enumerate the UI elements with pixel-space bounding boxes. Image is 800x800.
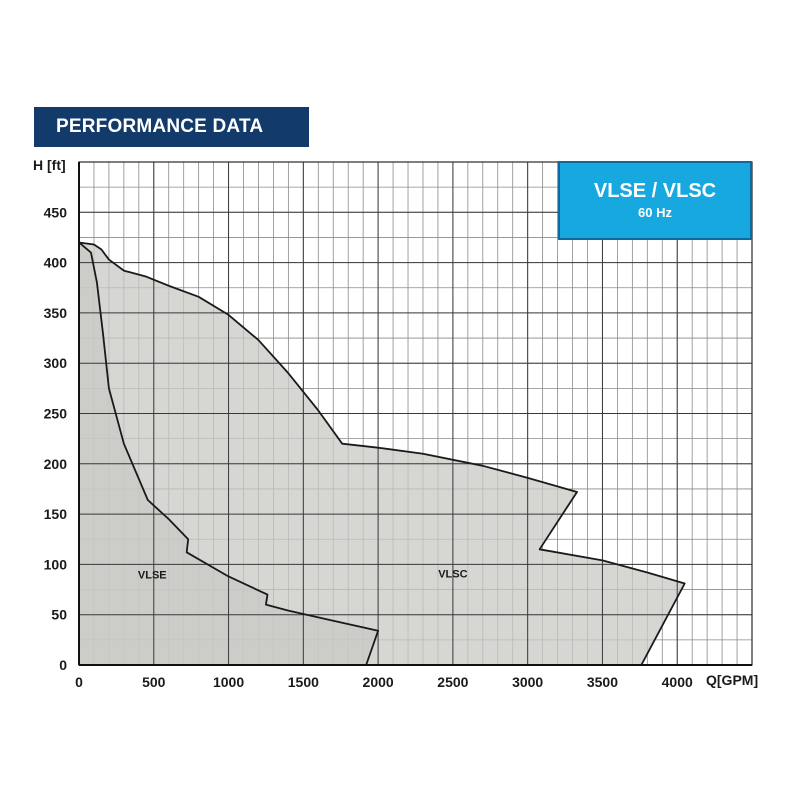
banner-title: PERFORMANCE DATA (56, 116, 264, 137)
y-tick-label: 200 (44, 456, 68, 472)
series-areas (79, 242, 685, 666)
y-tick-label: 250 (44, 406, 68, 422)
curve-vlsc (78, 241, 686, 666)
area-vlsc (79, 242, 685, 666)
x-tick-label: 1000 (213, 674, 244, 690)
x-tick-label: 0 (75, 674, 83, 690)
x-tick-label: 3000 (512, 674, 543, 690)
y-tick-label: 0 (59, 657, 67, 673)
series-outlines (78, 241, 686, 666)
x-tick-label: 2500 (437, 674, 468, 690)
legend-title: VLSE / VLSC (593, 180, 717, 202)
y-tick-label: 450 (44, 204, 68, 220)
x-tick-label: 1500 (288, 674, 319, 690)
y-tick-label: 350 (44, 305, 68, 321)
series-labels: VLSC VLSE (138, 568, 468, 581)
y-axis-label: H [ft] (33, 157, 66, 173)
x-axis-label: Q[GPM] (706, 672, 758, 688)
legend-subtitle: 60 Hz (638, 205, 672, 220)
series-label-vlse: VLSE (138, 569, 167, 581)
series-label-vlsc: VLSC (438, 568, 467, 580)
x-tick-label: 2000 (363, 674, 394, 690)
chart-banner: PERFORMANCE DATA (34, 107, 309, 147)
y-tick-label: 150 (44, 506, 68, 522)
x-tick-label: 3500 (587, 674, 618, 690)
y-tick-label: 100 (44, 556, 68, 572)
curve-vlse (78, 241, 380, 666)
tick-labels: 0 500 1000 1500 2000 2500 3000 3500 4000 0 50 100 15… (44, 204, 693, 690)
y-tick-label: 300 (44, 355, 68, 371)
y-tick-label: 50 (51, 607, 67, 623)
y-tick-label: 400 (44, 255, 68, 271)
legend-box: VLSE / VLSC 60 Hz (558, 161, 752, 240)
x-tick-label: 500 (142, 674, 166, 690)
x-tick-label: 4000 (662, 674, 693, 690)
chart-axes (78, 161, 753, 666)
